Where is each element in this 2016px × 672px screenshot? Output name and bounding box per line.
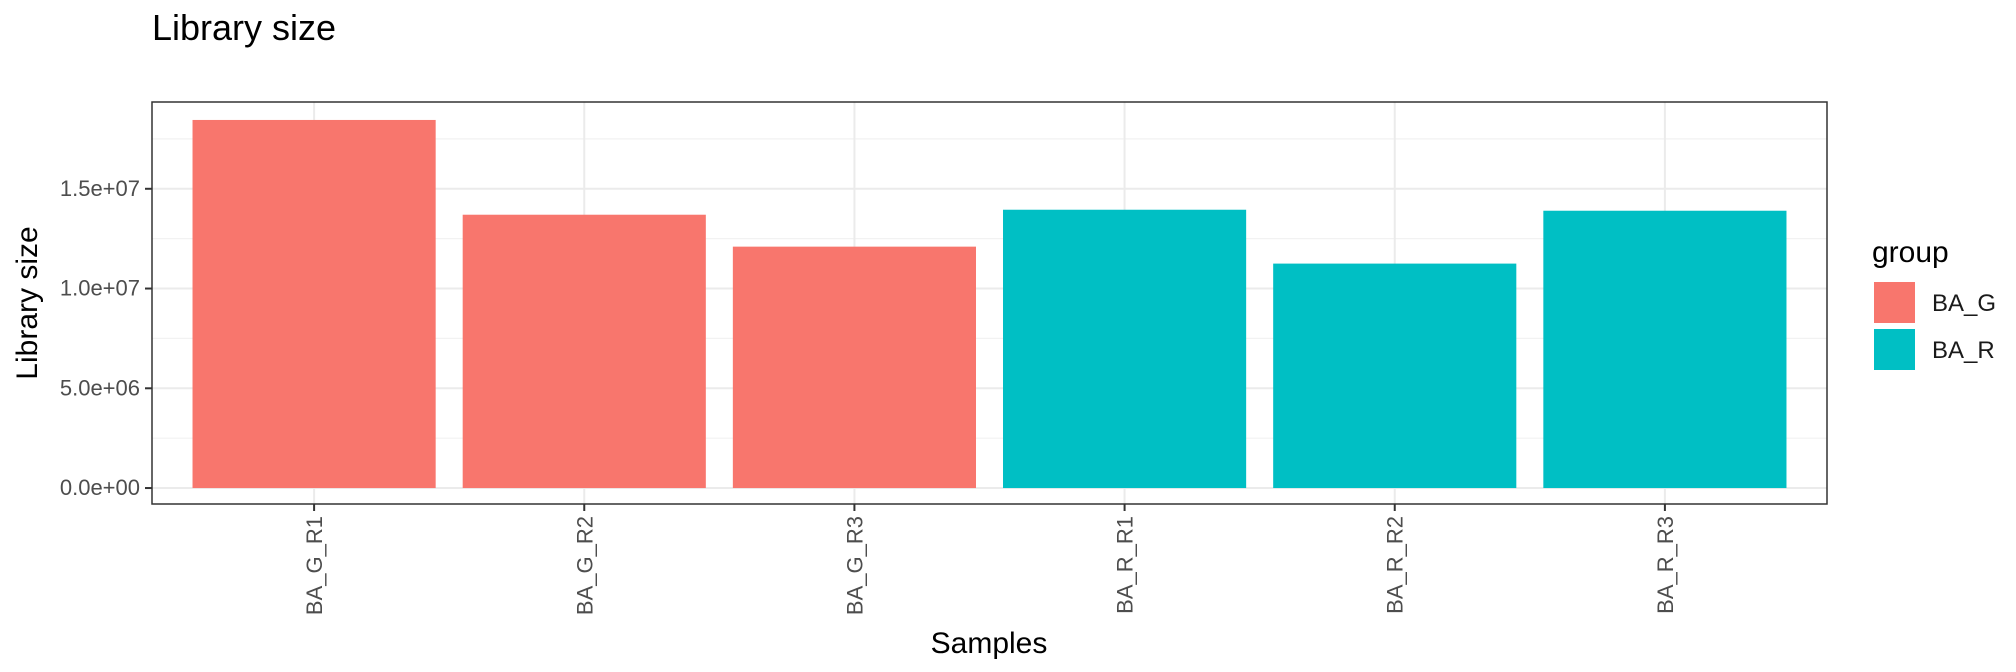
plot-panel [151, 101, 1828, 505]
x-tick-label: BA_G_R3 [842, 516, 867, 615]
bar-ba-r-r1 [1003, 209, 1247, 489]
y-tick-label: 1.0e+07 [60, 276, 140, 301]
y-tick-label: 1.5e+07 [60, 176, 140, 201]
legend-key-ba-r [1874, 329, 1915, 370]
x-tick-label: BA_R_R2 [1383, 516, 1408, 614]
x-tick-label: BA_G_R1 [302, 516, 327, 615]
bar-ba-g-r2 [462, 214, 706, 489]
x-axis: BA_G_R1 BA_G_R2 BA_G_R3 BA_R_R1 BA_R_R2 BA_R_… [302, 504, 1678, 615]
legend-title: group [1872, 236, 1949, 269]
panel-border [151, 101, 1828, 505]
legend-entry-ba-g: BA_G [1874, 282, 1996, 323]
legend-label-ba-r: BA_R [1932, 337, 1995, 364]
y-tick-label: 5.0e+06 [60, 375, 140, 400]
legend-entry-ba-r: BA_R [1874, 329, 1995, 370]
y-axis-title: Library size [11, 226, 44, 379]
x-axis-title: Samples [931, 627, 1048, 660]
y-tick-label: 0.0e+00 [60, 475, 140, 500]
legend-key-ba-g [1874, 282, 1915, 323]
bar-ba-r-r2 [1273, 263, 1517, 489]
bar-ba-g-r1 [192, 119, 436, 489]
y-axis: 0.0e+00 5.0e+06 1.0e+07 1.5e+07 [60, 176, 152, 500]
x-tick-label: BA_R_R3 [1653, 516, 1678, 614]
bars [192, 119, 1787, 489]
x-tick-label: BA_R_R1 [1113, 516, 1138, 614]
x-tick-label: BA_G_R2 [572, 516, 597, 615]
legend: group BA_G BA_R [1872, 236, 1996, 370]
chart-title: Library size [152, 7, 336, 48]
bar-ba-g-r3 [732, 246, 976, 489]
legend-label-ba-g: BA_G [1932, 290, 1996, 317]
bar-ba-r-r3 [1543, 210, 1787, 489]
